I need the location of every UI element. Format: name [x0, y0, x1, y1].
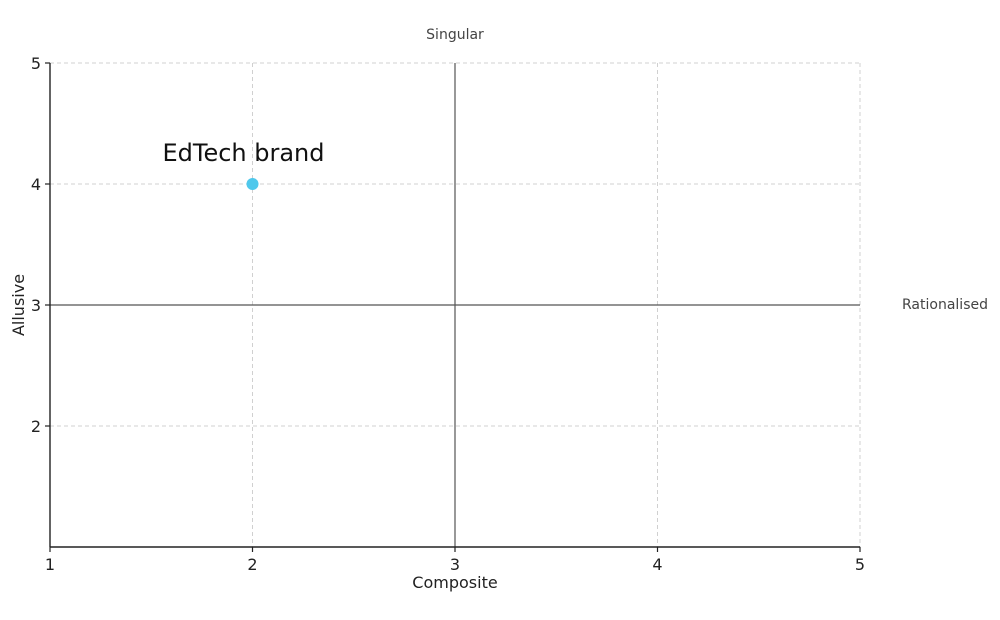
x-tick-label-5: 5 [855, 555, 865, 574]
axes [45, 62, 861, 552]
data-points: EdTech brand [162, 139, 325, 190]
x-tick-label-3: 3 [450, 555, 460, 574]
y-axis-label: Allusive [9, 274, 28, 336]
reference-lines [50, 63, 860, 547]
y-tick-label-3: 3 [31, 296, 41, 315]
y-tick-label-2: 2 [31, 417, 41, 436]
tick-labels: 1 2 3 4 5 2 3 4 5 [31, 54, 865, 574]
x-axis-label: Composite [412, 573, 497, 592]
y-tick-label-4: 4 [31, 175, 41, 194]
quadrant-label-top: Singular [426, 27, 484, 43]
x-tick-label-2: 2 [247, 555, 257, 574]
quadrant-label-right: Rationalised [902, 297, 988, 313]
x-tick-label-1: 1 [45, 555, 55, 574]
data-point-0 [246, 178, 259, 190]
x-tick-label-4: 4 [652, 555, 662, 574]
y-tick-label-5: 5 [31, 54, 41, 73]
data-point-label-0: EdTech brand [162, 139, 324, 167]
